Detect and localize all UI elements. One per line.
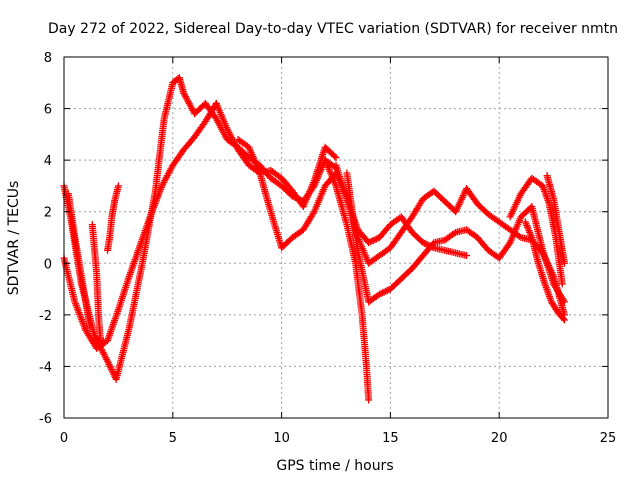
x-tick-label: 15 (382, 431, 399, 446)
series-track-b (180, 89, 340, 205)
series-track-j (521, 218, 568, 324)
data-point (427, 242, 435, 250)
data-point (380, 288, 388, 296)
data-point (428, 243, 436, 251)
data-point (108, 367, 116, 375)
data-point (559, 296, 567, 304)
data-point (104, 359, 112, 367)
series-track-m (104, 182, 122, 254)
data-point (379, 289, 387, 297)
series-track-h (234, 136, 471, 260)
data-point (421, 239, 429, 247)
data-point (424, 241, 432, 249)
y-tick-label: -6 (39, 412, 52, 427)
y-tick-label: 4 (44, 154, 52, 169)
data-point (369, 236, 377, 244)
series-track-c (60, 99, 220, 352)
x-tick-label: 20 (491, 431, 508, 446)
grid-layer (64, 57, 608, 418)
data-point (515, 232, 523, 240)
data-point (463, 252, 471, 260)
x-tick-label: 5 (169, 431, 177, 446)
y-tick-label: -2 (39, 309, 52, 324)
data-point (99, 337, 107, 345)
data-point (376, 290, 384, 298)
series-track-d (212, 99, 340, 211)
data-point (422, 240, 430, 248)
data-point (114, 182, 122, 190)
y-tick-label: -4 (39, 360, 52, 375)
data-point (109, 369, 117, 377)
data-point (372, 235, 380, 243)
chart-title: Day 272 of 2022, Sidereal Day-to-day VTE… (48, 21, 618, 37)
data-point (107, 365, 115, 373)
axis-layer: 0 5 10 15 20 25 -6 -4 -2 0 2 4 6 8 (39, 51, 616, 446)
data-point (560, 316, 568, 324)
series-track-l (88, 221, 107, 350)
data-point (106, 362, 114, 370)
data-point (368, 237, 376, 245)
x-tick-label: 25 (600, 431, 617, 446)
series-track-g (343, 169, 568, 306)
data-point (371, 236, 379, 244)
data-point (105, 361, 113, 369)
y-tick-label: 6 (44, 103, 52, 118)
data-point (560, 259, 568, 267)
data-point (107, 364, 115, 372)
data-point (425, 242, 433, 250)
series-track-k (543, 172, 568, 267)
data-point (419, 239, 427, 247)
data-point (365, 239, 373, 247)
data-point (365, 396, 373, 404)
data-point (560, 298, 568, 306)
y-tick-label: 2 (44, 206, 52, 221)
y-tick-label: 0 (44, 257, 52, 272)
data-point (558, 280, 566, 288)
y-axis-label: SDTVAR / TECUs (6, 181, 22, 296)
data-point (331, 152, 339, 160)
x-axis-label: GPS time / hours (276, 458, 393, 474)
data-point (559, 315, 567, 323)
data-point (86, 324, 94, 332)
data-point (450, 229, 458, 237)
data-point (377, 289, 385, 297)
data-point (332, 154, 340, 162)
plot-frame (63, 56, 609, 419)
x-tick-label: 0 (60, 431, 68, 446)
x-tick-label: 10 (273, 431, 290, 446)
data-point (104, 357, 112, 365)
data-point (382, 287, 390, 295)
series-track-n (64, 190, 94, 332)
data-point (383, 287, 391, 295)
y-tick-label: 8 (44, 51, 52, 66)
series-track-a (60, 74, 188, 383)
data-point (366, 238, 374, 246)
series-track-f (321, 156, 373, 404)
data-layer (60, 74, 568, 404)
